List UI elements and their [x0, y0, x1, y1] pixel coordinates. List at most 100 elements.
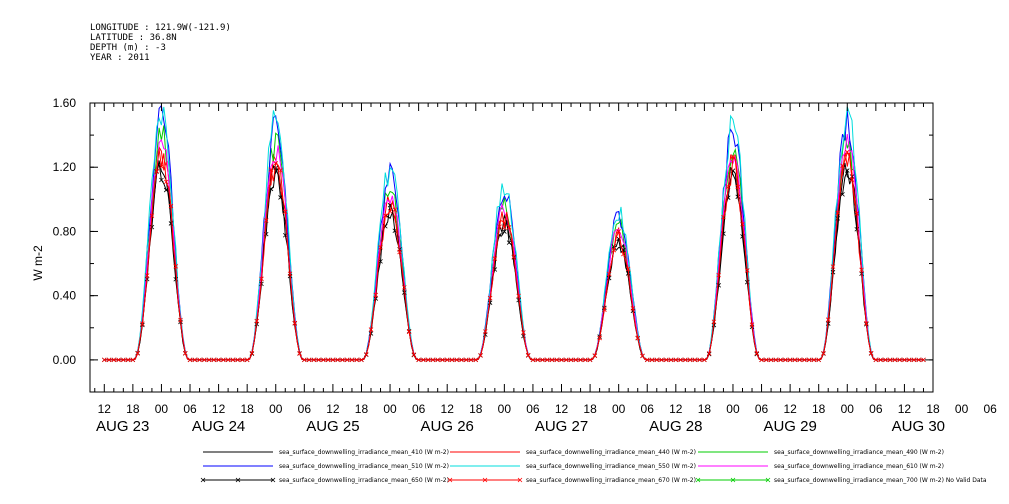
legend-label: sea_surface_downwelling_irradiance_mean_… — [526, 463, 696, 470]
series-marker — [297, 351, 302, 356]
legend-marker — [482, 477, 488, 483]
series-marker — [773, 357, 779, 363]
series-marker — [687, 357, 693, 363]
series-marker — [392, 207, 398, 212]
series-marker — [544, 357, 550, 363]
series-marker — [168, 203, 174, 209]
legend-marker — [200, 477, 206, 483]
series-marker — [668, 357, 674, 363]
series-marker — [821, 350, 826, 356]
series-marker — [349, 357, 355, 363]
series-marker — [278, 167, 283, 173]
x-tick-label: 18 — [355, 402, 369, 416]
x-tick-label: 06 — [983, 402, 997, 416]
series-marker — [706, 351, 712, 356]
series-marker — [359, 357, 364, 363]
series-marker — [287, 271, 293, 277]
axes: 0.00 0.40 0.80 1.20 1.60 12 18 00 06 12 18 00 06 12 18… — [53, 96, 998, 435]
series-marker — [530, 357, 536, 363]
series-marker — [897, 357, 902, 363]
x-tick-label: 06 — [412, 402, 426, 416]
series-marker — [659, 357, 664, 363]
plot-area — [102, 104, 926, 363]
series-marker — [102, 357, 107, 363]
series-marker — [602, 307, 607, 312]
series-marker — [563, 357, 569, 363]
series-marker — [749, 322, 755, 327]
series-marker — [282, 209, 288, 215]
series-marker — [787, 357, 793, 363]
series-marker — [740, 221, 745, 227]
legend-marker — [517, 477, 523, 483]
series-marker — [249, 350, 255, 356]
series-marker — [916, 357, 921, 363]
legend-marker — [235, 477, 241, 483]
x-tick-label: 06 — [641, 402, 655, 416]
series-marker — [587, 357, 593, 363]
series-marker — [425, 357, 431, 363]
series-marker — [840, 163, 845, 169]
series-marker — [630, 306, 636, 311]
header-depth: DEPTH (m) : -3 — [90, 43, 166, 53]
series-marker — [368, 327, 374, 332]
series-marker — [459, 357, 464, 363]
y-tick-label: 0.40 — [53, 289, 77, 303]
series-marker — [754, 351, 760, 356]
series-marker — [559, 357, 564, 363]
series-marker — [225, 357, 231, 363]
series-marker — [135, 351, 140, 356]
series-marker — [521, 330, 526, 335]
series-line — [104, 104, 924, 361]
series-marker — [692, 357, 698, 363]
legend-marker — [695, 477, 701, 483]
series-marker — [325, 357, 331, 363]
x-tick-label: 00 — [269, 402, 283, 416]
series-marker — [154, 168, 159, 174]
x-tick-label: 12 — [326, 402, 340, 416]
legend-label: sea_surface_downwelling_irradiance_mean_… — [526, 477, 696, 484]
series-marker — [549, 357, 555, 363]
legend-marker — [765, 477, 771, 483]
series-marker — [316, 357, 321, 363]
series-marker — [163, 179, 169, 185]
series-marker — [702, 357, 707, 363]
series-marker — [240, 357, 245, 363]
series-marker — [721, 214, 726, 220]
x-tick-label: 18 — [698, 402, 712, 416]
series-marker — [449, 357, 455, 363]
series-marker — [487, 295, 493, 301]
x-tick-label: 12 — [441, 402, 455, 416]
series-marker — [435, 357, 440, 363]
series-marker — [173, 264, 179, 269]
x-tick-label: 12 — [898, 402, 912, 416]
legend-label: sea_surface_downwelling_irradiance_mean_… — [279, 463, 449, 470]
series-marker — [506, 225, 512, 230]
day-label: AUG 24 — [192, 418, 245, 435]
series-marker — [778, 357, 783, 363]
series-marker — [497, 224, 502, 229]
series-marker — [835, 216, 841, 221]
series-marker — [416, 357, 421, 363]
series-marker — [725, 184, 731, 189]
series-marker — [516, 297, 521, 303]
series-marker — [335, 357, 340, 363]
series-marker — [111, 357, 117, 363]
series-marker — [744, 268, 750, 273]
series-marker — [149, 213, 155, 219]
series-marker — [130, 357, 136, 363]
legend-item: sea_surface_downwelling_irradiance_mean_… — [450, 463, 696, 470]
legend-label: sea_surface_downwelling_irradiance_mean_… — [774, 477, 987, 484]
series-line — [104, 106, 924, 361]
y-tick-label: 0.80 — [53, 224, 77, 238]
series-marker — [844, 168, 850, 173]
series-group — [102, 149, 926, 363]
x-tick-label: 00 — [841, 402, 855, 416]
legend-item: sea_surface_downwelling_irradiance_mean_… — [203, 463, 449, 470]
x-tick-label: 12 — [98, 402, 112, 416]
x-tick-label: 06 — [526, 402, 540, 416]
series-marker — [106, 357, 112, 363]
series-marker — [635, 335, 640, 341]
x-tick-label: 12 — [783, 402, 797, 416]
series-marker — [354, 357, 359, 363]
